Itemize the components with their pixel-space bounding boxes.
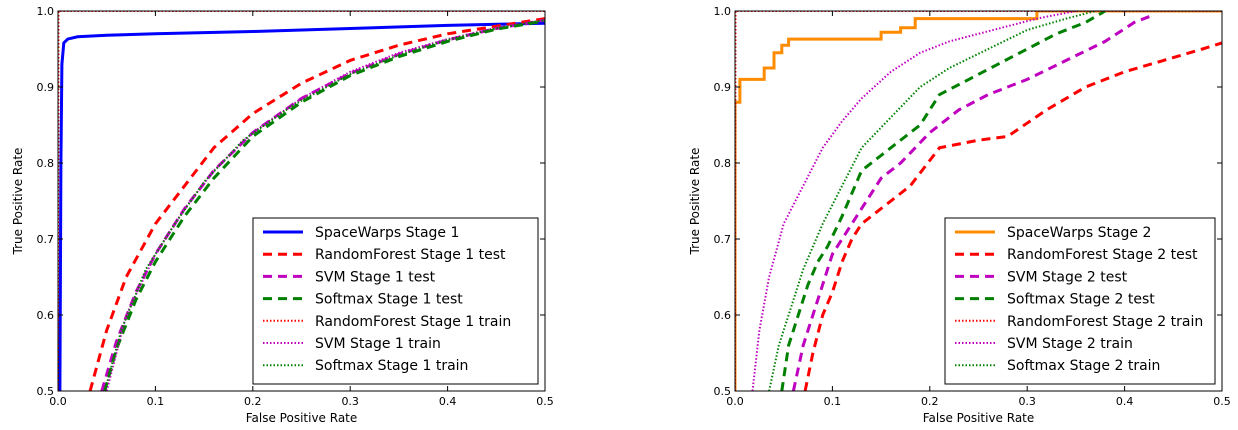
x-tick-label: 0.2 [244, 395, 262, 408]
legend-box [944, 217, 1216, 385]
series-line-spacewarps-stage-2 [735, 11, 1222, 391]
legend-entry-label: SVM Stage 1 test [315, 269, 436, 285]
legend-entry-label: Softmax Stage 2 test [1007, 292, 1155, 308]
legend-entry-label: SVM Stage 2 train [1007, 336, 1133, 352]
legend: SpaceWarps Stage 2 RandomForest Stage 2 t… [944, 217, 1216, 385]
legend-entry-label: RandomForest Stage 2 test [1007, 247, 1198, 263]
legend-box [252, 217, 539, 385]
x-tick-label: 0.0 [49, 395, 67, 408]
x-tick-label: 0.1 [147, 395, 165, 408]
x-tick-label: 0.5 [1213, 395, 1231, 408]
x-axis-label: False Positive Rate [246, 411, 358, 425]
x-tick-label: 0.5 [536, 395, 554, 408]
x-axis-label: False Positive Rate [923, 411, 1035, 425]
y-tick-label: 0.5 [37, 385, 55, 398]
legend-entry-label: SVM Stage 1 train [315, 336, 441, 352]
y-axis-label: True Positive Rate [688, 148, 702, 256]
plot-frame [734, 10, 1223, 392]
x-tick-label: 0.2 [921, 395, 939, 408]
x-tick-label: 0.3 [1018, 395, 1036, 408]
y-tick-label: 0.8 [714, 157, 732, 170]
y-tick-label: 0.8 [37, 157, 55, 170]
series-line-softmax-stage-1-test [103, 19, 545, 391]
y-tick-label: 0.7 [37, 233, 55, 246]
legend-entry-label: Softmax Stage 1 train [315, 358, 468, 374]
legend-entry-label: RandomForest Stage 1 train [315, 314, 511, 330]
series-line-softmax-stage-2-test [780, 11, 1106, 391]
legend-entry-label: Softmax Stage 2 train [1007, 358, 1160, 374]
roc-panel-1: 0.0 0.1 0.2 0.3 0.4 0.5 0.5 0.6 0.7 0.8 0.9 1.0 Fals… [11, 5, 554, 425]
y-axis-label: True Positive Rate [11, 148, 25, 256]
series-line-spacewarps-stage-1 [58, 21, 545, 391]
legend-entry-label: SpaceWarps Stage 1 [315, 225, 459, 241]
y-tick-label: 0.5 [714, 385, 732, 398]
series-line-svm-stage-2-test [791, 13, 1155, 391]
plot-frame [57, 10, 546, 392]
x-tick-label: 0.3 [341, 395, 359, 408]
legend-entry-label: Softmax Stage 1 test [315, 292, 463, 308]
x-tick-label: 0.4 [439, 395, 457, 408]
y-tick-label: 1.0 [714, 5, 732, 18]
legend-entry-label: RandomForest Stage 1 test [315, 247, 506, 263]
legend: SpaceWarps Stage 1 RandomForest Stage 1 t… [252, 217, 539, 385]
y-tick-label: 0.6 [714, 309, 732, 322]
series-line-randomforest-stage-1-test [88, 17, 545, 391]
x-tick-label: 0.4 [1116, 395, 1134, 408]
y-tick-label: 1.0 [37, 5, 55, 18]
roc-panel-2: 0.0 0.1 0.2 0.3 0.4 0.5 0.5 0.6 0.7 0.8 0.9 1.0 Fals… [688, 5, 1231, 425]
y-tick-label: 0.9 [714, 81, 732, 94]
legend-entry-label: SVM Stage 2 test [1007, 269, 1128, 285]
x-tick-label: 0.1 [824, 395, 842, 408]
y-tick-label: 0.7 [714, 233, 732, 246]
y-tick-label: 0.6 [37, 309, 55, 322]
x-tick-label: 0.0 [726, 395, 744, 408]
y-tick-label: 0.9 [37, 81, 55, 94]
legend-entry-label: SpaceWarps Stage 2 [1007, 225, 1151, 241]
legend-entry-label: RandomForest Stage 2 train [1007, 314, 1203, 330]
series-line-randomforest-stage-2-test [803, 41, 1222, 391]
